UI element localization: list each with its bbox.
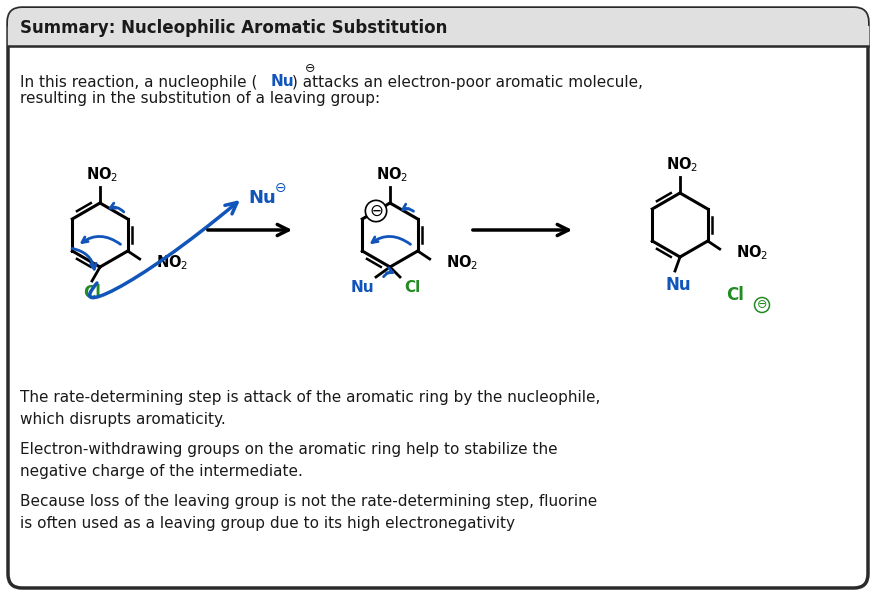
- Text: Because loss of the leaving group is not the rate-determining step, fluorine
is : Because loss of the leaving group is not…: [20, 494, 597, 530]
- Text: NO$_2$: NO$_2$: [446, 254, 478, 272]
- Text: ⊖: ⊖: [757, 299, 767, 312]
- Text: The rate-determining step is attack of the aromatic ring by the nucleophile,
whi: The rate-determining step is attack of t…: [20, 390, 600, 427]
- Bar: [8, 26, 868, 46]
- Text: Nu: Nu: [350, 280, 374, 294]
- Text: Nu: Nu: [271, 74, 294, 89]
- Text: Nu: Nu: [665, 276, 691, 294]
- Text: Nu: Nu: [248, 189, 276, 207]
- FancyArrowPatch shape: [89, 203, 237, 297]
- Text: In this reaction, a nucleophile (: In this reaction, a nucleophile (: [20, 74, 258, 89]
- Text: Summary: Nucleophilic Aromatic Substitution: Summary: Nucleophilic Aromatic Substitut…: [20, 19, 448, 37]
- Text: ⊖: ⊖: [305, 61, 315, 74]
- Text: resulting in the substitution of a leaving group:: resulting in the substitution of a leavi…: [20, 91, 380, 105]
- FancyBboxPatch shape: [8, 8, 868, 588]
- Text: NO$_2$: NO$_2$: [376, 166, 408, 184]
- Text: NO$_2$: NO$_2$: [86, 166, 118, 184]
- Text: ⊖: ⊖: [369, 202, 383, 220]
- Text: NO$_2$: NO$_2$: [156, 254, 188, 272]
- Text: Electron-withdrawing groups on the aromatic ring help to stabilize the
negative : Electron-withdrawing groups on the aroma…: [20, 442, 558, 479]
- Text: ) attacks an electron-poor aromatic molecule,: ) attacks an electron-poor aromatic mole…: [292, 74, 643, 89]
- Text: NO$_2$: NO$_2$: [666, 156, 698, 175]
- Text: NO$_2$: NO$_2$: [736, 244, 768, 262]
- Text: ⊖: ⊖: [275, 181, 286, 195]
- Text: Cl: Cl: [726, 286, 744, 304]
- Text: Cl: Cl: [83, 284, 101, 302]
- Text: Cl: Cl: [404, 280, 420, 294]
- FancyBboxPatch shape: [8, 8, 868, 46]
